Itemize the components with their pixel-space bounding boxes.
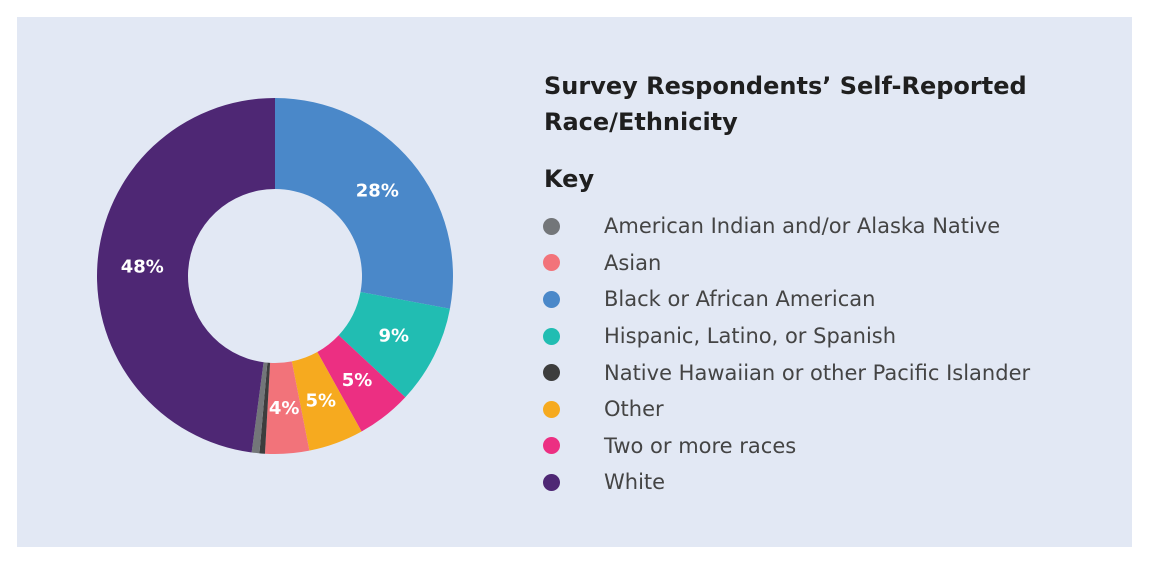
legend-item: Two or more races <box>543 428 1103 465</box>
legend-label: Asian <box>604 250 662 275</box>
legend-label: Two or more races <box>604 433 797 458</box>
slice-label: 9% <box>378 325 409 346</box>
legend-item: White <box>543 464 1103 501</box>
donut-slice <box>251 362 268 454</box>
legend-item: American Indian and/or Alaska Native <box>543 208 1103 245</box>
donut-slice <box>291 352 362 451</box>
legend-item: Other <box>543 391 1103 428</box>
legend-swatch <box>543 290 560 308</box>
legend-item: Hispanic, Latino, or Spanish <box>543 318 1103 355</box>
legend-label: Other <box>604 397 664 422</box>
legend-label: Hispanic, Latino, or Spanish <box>604 324 897 349</box>
legend-swatch <box>543 437 560 455</box>
legend-item: Asian <box>543 245 1103 282</box>
legend-label: Native Hawaiian or other Pacific Islande… <box>604 360 1031 385</box>
legend-item: Black or African American <box>543 281 1103 318</box>
legend-label: White <box>604 470 666 495</box>
chart-panel <box>17 17 1132 547</box>
legend-item: Native Hawaiian or other Pacific Islande… <box>543 354 1103 391</box>
donut-slice <box>97 98 275 453</box>
slice-label: 4% <box>269 398 300 419</box>
legend-swatch <box>543 217 560 235</box>
legend: American Indian and/or Alaska Native Asi… <box>543 208 1103 501</box>
slice-label: 28% <box>356 181 399 202</box>
legend-swatch <box>543 364 560 382</box>
chart-title: Survey Respondents’ Self-Reported Race/E… <box>544 72 1027 136</box>
legend-swatch <box>543 254 560 272</box>
legend-label: American Indian and/or Alaska Native <box>604 214 1001 239</box>
legend-label: Black or African American <box>604 287 876 312</box>
slice-label: 48% <box>121 257 164 278</box>
legend-swatch <box>543 473 560 491</box>
donut-slice <box>275 98 453 309</box>
donut-slice <box>317 335 406 432</box>
donut-slice <box>259 362 271 454</box>
slice-label: 5% <box>342 370 373 391</box>
legend-swatch <box>543 327 560 345</box>
legend-swatch <box>543 400 560 418</box>
donut-slice <box>264 361 310 454</box>
slice-label: 5% <box>305 390 336 411</box>
donut-slice <box>338 292 450 398</box>
legend-title: Key <box>544 165 595 193</box>
